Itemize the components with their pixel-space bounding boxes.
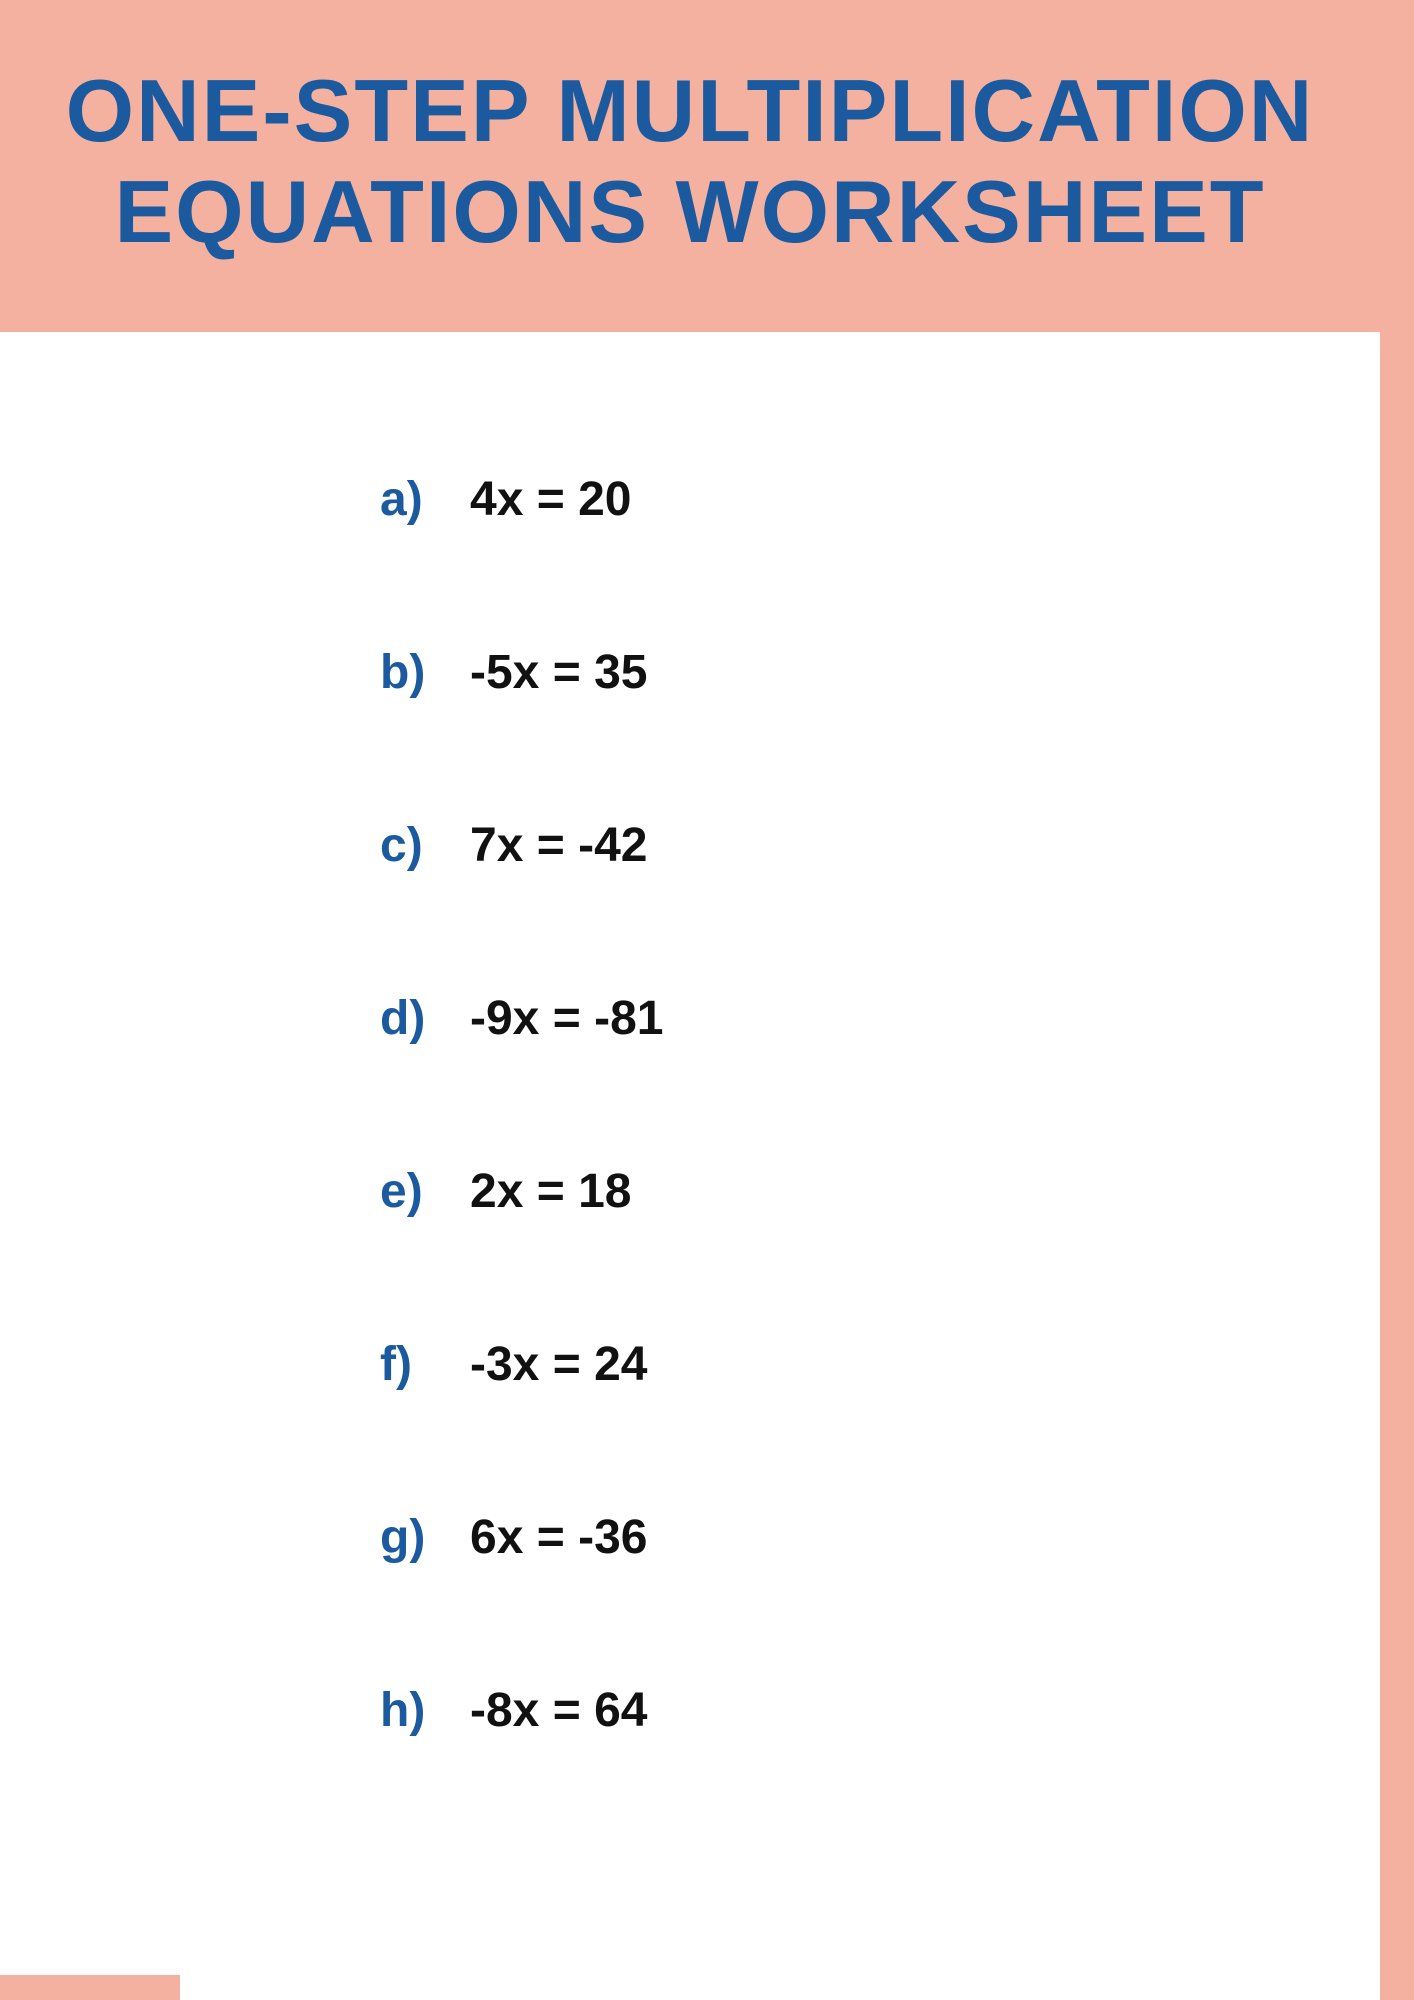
problem-label: h) xyxy=(380,1683,470,1738)
problem-row: g) 6x = -36 xyxy=(380,1510,1380,1565)
problem-equation: -5x = 35 xyxy=(470,645,647,700)
problem-label: a) xyxy=(380,472,470,527)
problem-label: g) xyxy=(380,1510,470,1565)
footer-accent-bar xyxy=(0,1975,180,2000)
title-line-2: EQUATIONS WORKSHEET xyxy=(114,162,1265,261)
problem-equation: 4x = 20 xyxy=(470,472,631,527)
worksheet-title: ONE-STEP MULTIPLICATION EQUATIONS WORKSH… xyxy=(30,60,1350,262)
problem-equation: -8x = 64 xyxy=(470,1683,647,1738)
problem-row: a) 4x = 20 xyxy=(380,472,1380,527)
problem-row: h) -8x = 64 xyxy=(380,1683,1380,1738)
problems-list: a) 4x = 20 b) -5x = 35 c) 7x = -42 d) -9… xyxy=(0,332,1380,1738)
problem-label: c) xyxy=(380,818,470,873)
problem-row: c) 7x = -42 xyxy=(380,818,1380,873)
worksheet-page: ONE-STEP MULTIPLICATION EQUATIONS WORKSH… xyxy=(0,0,1380,2000)
problem-label: b) xyxy=(380,645,470,700)
problem-label: f) xyxy=(380,1337,470,1392)
title-line-1: ONE-STEP MULTIPLICATION xyxy=(66,61,1315,160)
problem-equation: 7x = -42 xyxy=(470,818,647,873)
problem-label: d) xyxy=(380,991,470,1046)
problem-row: d) -9x = -81 xyxy=(380,991,1380,1046)
problem-equation: -9x = -81 xyxy=(470,991,663,1046)
problem-equation: 2x = 18 xyxy=(470,1164,631,1219)
problem-label: e) xyxy=(380,1164,470,1219)
problem-row: b) -5x = 35 xyxy=(380,645,1380,700)
header-banner: ONE-STEP MULTIPLICATION EQUATIONS WORKSH… xyxy=(0,0,1380,332)
problem-row: e) 2x = 18 xyxy=(380,1164,1380,1219)
problem-equation: 6x = -36 xyxy=(470,1510,647,1565)
problem-equation: -3x = 24 xyxy=(470,1337,647,1392)
problem-row: f) -3x = 24 xyxy=(380,1337,1380,1392)
